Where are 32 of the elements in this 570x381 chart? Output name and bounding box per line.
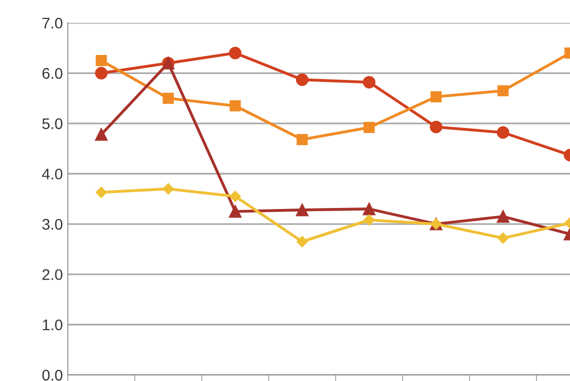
point	[95, 66, 108, 80]
point	[362, 76, 376, 88]
point	[362, 202, 376, 216]
y-tick-label: 3.0	[42, 218, 62, 230]
point	[496, 210, 510, 223]
point	[497, 232, 509, 244]
y-tick-label: 2.0	[42, 269, 62, 280]
y-tick-label: 1.0	[42, 319, 62, 330]
point	[96, 55, 107, 66]
point	[430, 120, 442, 134]
y-tick-label: 5.0	[42, 118, 62, 130]
point	[230, 100, 241, 112]
point	[296, 134, 308, 146]
y-tick-label: 7.0	[42, 18, 62, 29]
point	[95, 128, 108, 141]
y-tick-label: 6.0	[42, 68, 62, 79]
point	[430, 91, 442, 102]
point	[296, 204, 308, 216]
point	[228, 46, 242, 60]
point	[162, 92, 174, 104]
point	[162, 183, 174, 194]
point	[228, 205, 242, 218]
point	[296, 73, 308, 86]
y-tick-label: 0.0	[42, 370, 62, 381]
point	[96, 186, 107, 198]
point	[496, 126, 510, 139]
point	[364, 122, 375, 134]
point	[497, 85, 509, 96]
y-tick-label: 4.0	[42, 168, 62, 180]
point	[296, 236, 308, 248]
point	[364, 214, 375, 226]
point	[230, 190, 241, 202]
